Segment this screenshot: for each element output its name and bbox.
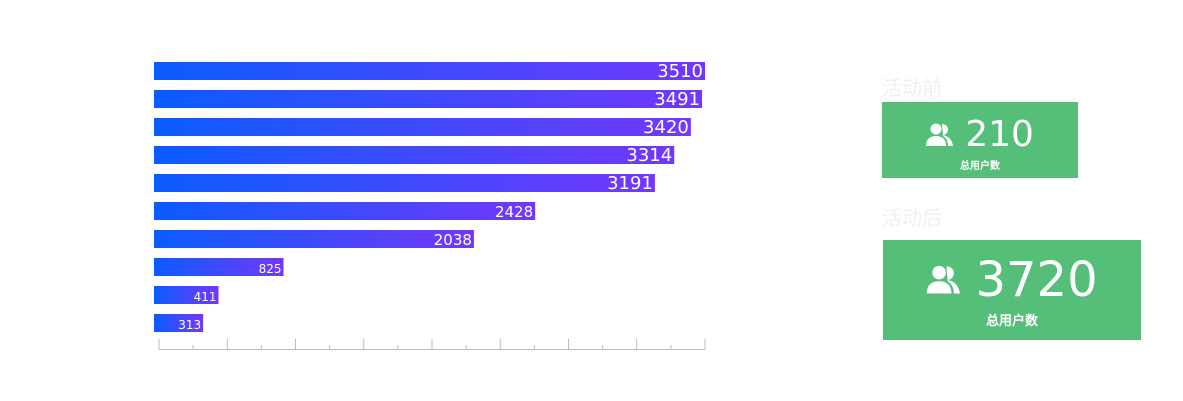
bar-chart: 3510 3491 3420 3314 3191 2428 2038 825 411 313 (154, 61, 706, 350)
bar (154, 174, 655, 192)
after-value: 3720 (975, 252, 1098, 308)
bar (154, 146, 675, 164)
bar (154, 62, 705, 80)
users-icon (926, 123, 954, 146)
before-card: 210 总用户数 (882, 102, 1078, 178)
data-label: 313 (178, 318, 201, 332)
data-label: 825 (259, 262, 282, 276)
data-label: 411 (194, 290, 217, 304)
before-label: 总用户数 (960, 161, 1000, 172)
bar (154, 230, 474, 248)
before-value: 210 (965, 114, 1034, 155)
bar (154, 202, 536, 220)
data-label: 2428 (495, 203, 533, 221)
after-title: 活动后 (882, 206, 942, 230)
bar (154, 118, 691, 136)
data-label: 3314 (626, 145, 672, 166)
bar (154, 90, 703, 108)
data-label: 3191 (607, 173, 653, 194)
before-title: 活动前 (882, 76, 942, 100)
data-label: 2038 (434, 231, 472, 249)
data-label: 3510 (657, 61, 703, 82)
data-label: 3420 (643, 117, 689, 138)
data-label: 3491 (654, 89, 700, 110)
bar (154, 286, 219, 304)
users-icon (927, 265, 961, 294)
bar (154, 258, 284, 276)
after-card: 3720 总用户数 (883, 240, 1141, 340)
x-axis (158, 339, 706, 350)
after-label: 总用户数 (985, 314, 1038, 329)
bar (154, 314, 204, 332)
